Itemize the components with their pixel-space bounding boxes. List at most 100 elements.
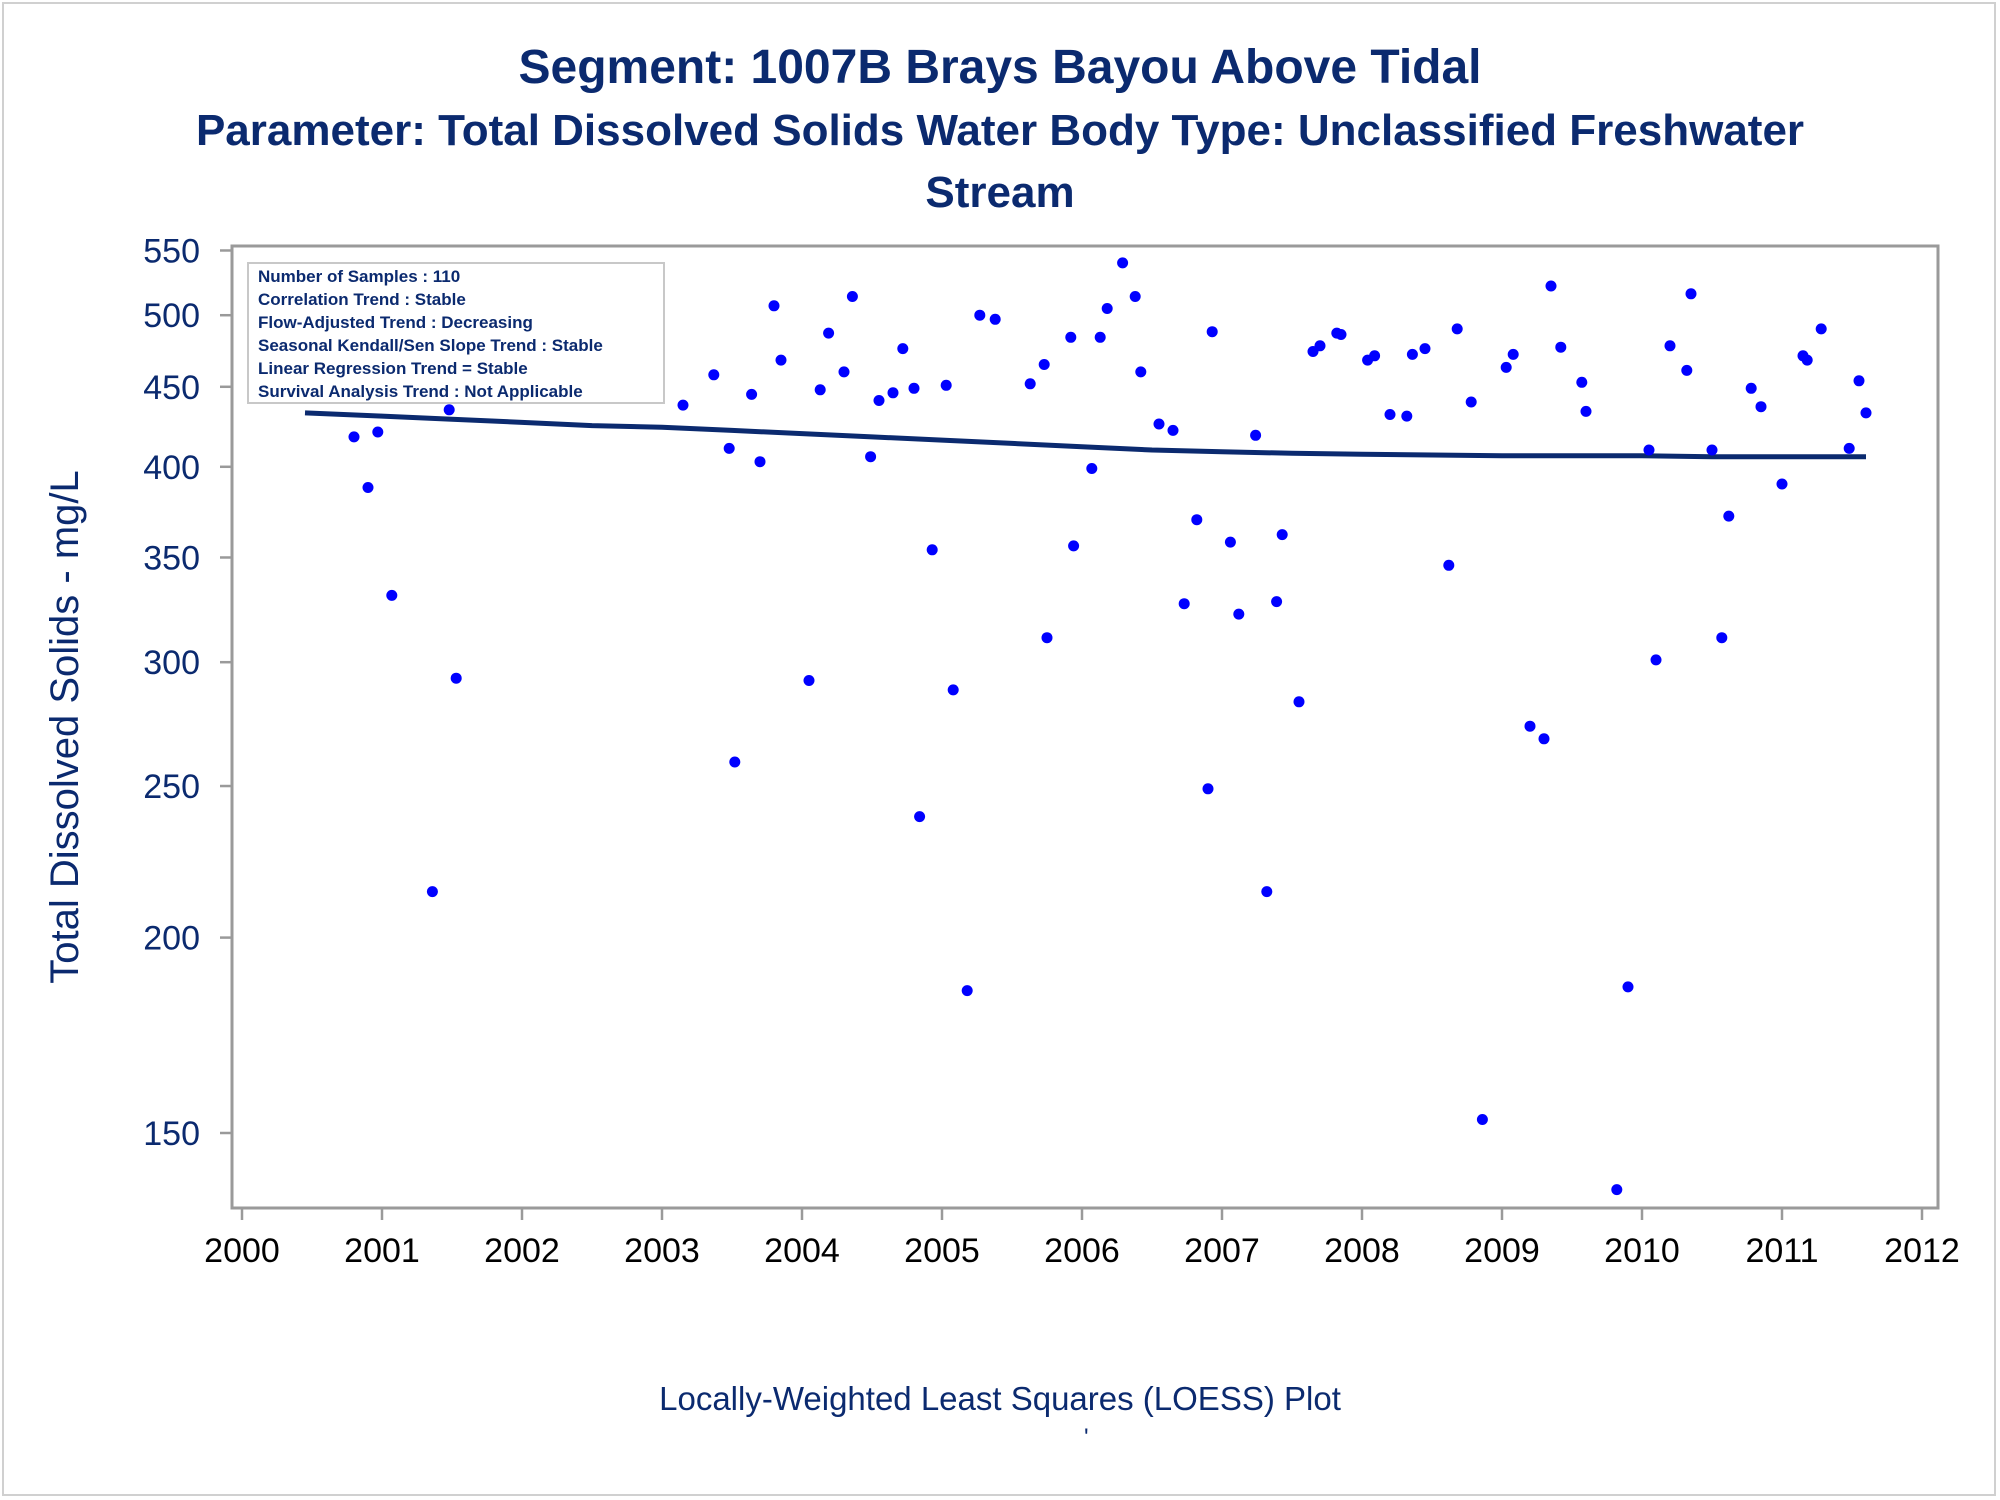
x-axis: 2000 2001 2002 2003 2004 2005 2006 2007 2008 2009… bbox=[204, 1208, 1960, 1270]
data-point bbox=[1068, 540, 1080, 552]
data-point bbox=[372, 426, 384, 438]
data-point bbox=[1664, 340, 1676, 352]
inset-box bbox=[247, 262, 665, 404]
data-point bbox=[1580, 405, 1592, 417]
data-point bbox=[1178, 598, 1190, 610]
data-point bbox=[1233, 608, 1245, 620]
inset-line-correlation: Correlation Trend : Stable bbox=[258, 290, 466, 309]
data-point bbox=[1611, 1184, 1623, 1196]
x-tick-label: 2005 bbox=[904, 1232, 980, 1270]
data-point bbox=[1681, 364, 1693, 376]
data-point bbox=[865, 451, 877, 463]
data-point bbox=[1101, 303, 1113, 314]
x-tick-label: 2008 bbox=[1324, 1232, 1400, 1270]
data-point bbox=[940, 379, 952, 391]
inset-line-samples: Number of Samples : 110 bbox=[258, 267, 460, 286]
data-point bbox=[1041, 632, 1053, 644]
inset-line-linear-regression: Linear Regression Trend = Stable bbox=[258, 359, 528, 378]
data-point bbox=[838, 366, 850, 378]
x-tick-label: 2006 bbox=[1044, 1232, 1120, 1270]
data-point bbox=[1335, 329, 1347, 340]
data-point bbox=[1538, 733, 1550, 745]
y-tick-label: 300 bbox=[143, 644, 200, 682]
x-tick-label: 2004 bbox=[764, 1232, 840, 1270]
data-point bbox=[1038, 359, 1050, 370]
data-point bbox=[677, 399, 689, 411]
y-tick-label: 550 bbox=[143, 232, 200, 270]
data-point bbox=[1024, 378, 1036, 390]
data-point bbox=[1815, 323, 1827, 335]
data-point bbox=[386, 589, 398, 601]
y-tick-label: 150 bbox=[143, 1115, 200, 1153]
plot-area-frame bbox=[230, 244, 1940, 1210]
footnote-mark: ' bbox=[1084, 1424, 1089, 1451]
data-point bbox=[1555, 341, 1567, 353]
data-point bbox=[450, 672, 462, 684]
data-point bbox=[1065, 331, 1077, 343]
data-point bbox=[1406, 348, 1418, 360]
data-point bbox=[1685, 288, 1697, 300]
data-point bbox=[1135, 366, 1147, 378]
data-point bbox=[1776, 478, 1788, 490]
data-point bbox=[729, 756, 741, 768]
data-point bbox=[1706, 444, 1718, 456]
data-point bbox=[768, 300, 780, 312]
data-point bbox=[897, 343, 909, 355]
data-point bbox=[1476, 1114, 1488, 1125]
chart-subtitle-line-2: Stream bbox=[925, 168, 1075, 217]
x-tick-label: 2000 bbox=[204, 1232, 280, 1270]
inset-line-survival-analysis: Survival Analysis Trend : Not Applicable bbox=[258, 382, 583, 401]
data-point bbox=[1276, 529, 1288, 541]
data-point bbox=[961, 985, 973, 997]
y-tick-label: 500 bbox=[143, 297, 200, 335]
data-point bbox=[1576, 376, 1588, 388]
data-point bbox=[1843, 442, 1855, 454]
data-point bbox=[708, 369, 720, 381]
data-point bbox=[1524, 720, 1536, 732]
y-tick-label: 350 bbox=[143, 539, 200, 577]
data-point bbox=[723, 442, 735, 454]
chart-title: Segment: 1007B Brays Bayou Above Tidal bbox=[518, 41, 1482, 94]
data-point bbox=[1401, 410, 1413, 422]
data-point bbox=[1451, 323, 1463, 335]
data-point bbox=[1723, 510, 1735, 522]
chart-subtitle-line-1: Parameter: Total Dissolved Solids Water … bbox=[195, 106, 1805, 155]
data-point bbox=[362, 482, 374, 493]
data-point bbox=[823, 327, 835, 339]
data-point bbox=[1755, 401, 1767, 413]
x-tick-label: 2009 bbox=[1464, 1232, 1540, 1270]
data-point bbox=[1745, 382, 1757, 394]
data-point bbox=[1650, 654, 1662, 666]
data-point bbox=[443, 404, 455, 416]
data-point bbox=[846, 291, 858, 302]
x-tick-label: 2001 bbox=[344, 1232, 420, 1270]
x-tick-label: 2002 bbox=[484, 1232, 560, 1270]
data-point bbox=[754, 456, 766, 468]
data-point bbox=[1086, 463, 1098, 474]
data-point bbox=[1250, 429, 1262, 441]
data-point bbox=[348, 431, 360, 443]
data-point bbox=[1293, 696, 1305, 708]
data-point bbox=[873, 395, 885, 406]
data-point bbox=[974, 309, 986, 321]
data-point bbox=[1622, 981, 1634, 993]
data-point bbox=[1860, 407, 1872, 419]
x-tick-label: 2011 bbox=[1745, 1232, 1818, 1270]
inset-line-seasonal-kendall: Seasonal Kendall/Sen Slope Trend : Stabl… bbox=[258, 336, 603, 355]
data-point bbox=[1643, 444, 1655, 456]
data-point bbox=[914, 811, 926, 823]
data-points-group bbox=[299, 257, 1872, 1196]
data-point bbox=[1224, 536, 1236, 548]
loess-trend-line-group bbox=[304, 410, 1866, 460]
inset-line-flow-adjusted: Flow-Adjusted Trend : Decreasing bbox=[258, 313, 533, 332]
data-point bbox=[1191, 514, 1203, 526]
data-point bbox=[1801, 354, 1813, 366]
trend-summary-inset: Number of Samples : 110 Correlation Tren… bbox=[247, 262, 665, 404]
data-point bbox=[1129, 291, 1141, 302]
data-point bbox=[1853, 375, 1865, 387]
x-tick-label: 2012 bbox=[1884, 1232, 1960, 1270]
x-tick-label: 2003 bbox=[624, 1232, 700, 1270]
data-point bbox=[1202, 783, 1214, 795]
